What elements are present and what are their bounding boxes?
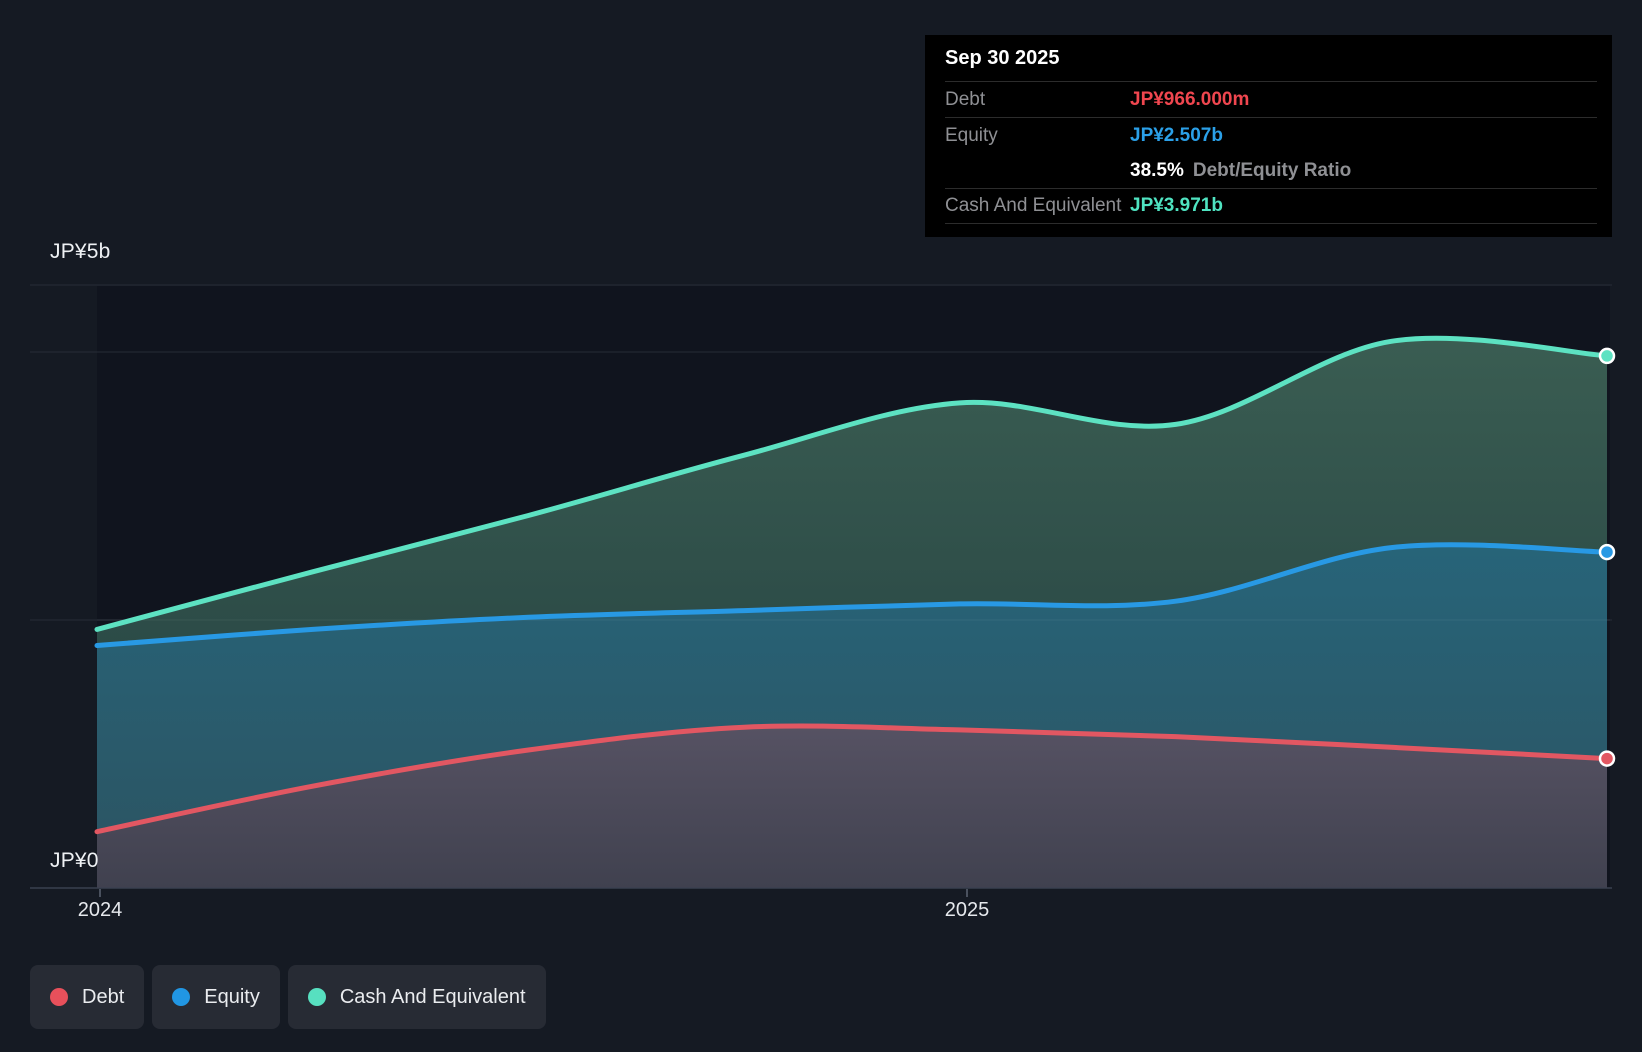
tooltip-cash-value: JP¥3.971b — [1130, 195, 1223, 216]
tooltip-ratio-label: Debt/Equity Ratio — [1192, 159, 1352, 181]
tooltip-debt-row: Debt JP¥966.000m — [945, 81, 1597, 117]
legend-item-debt[interactable]: Debt — [30, 965, 145, 1029]
cash-area-fill — [97, 338, 1607, 646]
equity-area-fill — [97, 544, 1607, 832]
cash-end-marker[interactable] — [1598, 347, 1616, 365]
tooltip-debt-value: JP¥966.000m — [1130, 88, 1250, 110]
tooltip-cash-row: Cash And Equivalent JP¥3.971b — [945, 188, 1597, 224]
y-axis-zero-label: JP¥0 — [50, 849, 99, 872]
cash-color-dot-icon — [307, 988, 326, 1006]
tooltip-ratio-row: 38.5% Debt/Equity Ratio — [945, 153, 1597, 188]
debt-line[interactable] — [94, 723, 1610, 835]
tooltip-equity-value: JP¥2.507b — [1130, 124, 1223, 146]
hover-tooltip: Sep 30 2025 Debt JP¥966.000m Equity JP¥2… — [925, 35, 1612, 237]
tooltip-equity-row: Equity JP¥2.507b — [945, 117, 1597, 153]
equity-color-dot-icon — [172, 988, 191, 1006]
legend-equity-label: Equity — [204, 985, 260, 1008]
legend: Debt Equity Cash And Equivalent — [30, 965, 546, 1029]
legend-cash-label: Cash And Equivalent — [339, 985, 526, 1008]
tooltip-cash-label: Cash And Equivalent — [945, 195, 1122, 216]
legend-item-equity[interactable]: Equity — [152, 965, 280, 1029]
equity-line[interactable] — [94, 542, 1610, 648]
legend-debt-label: Debt — [82, 985, 125, 1008]
tooltip-debt-label: Debt — [945, 88, 986, 110]
x-tick-2025: 2025 — [944, 899, 990, 921]
cash-line[interactable] — [94, 335, 1610, 632]
equity-end-marker[interactable] — [1598, 543, 1616, 561]
debt-color-dot-icon — [50, 988, 68, 1006]
debt-area-fill — [97, 726, 1607, 888]
legend-item-cash[interactable]: Cash And Equivalent — [287, 965, 546, 1029]
y-axis-top-label: JP¥5b — [50, 240, 111, 263]
tooltip-date: Sep 30 2025 — [945, 46, 1060, 69]
tooltip-equity-label: Equity — [945, 124, 998, 146]
x-tick-2024: 2024 — [77, 899, 123, 921]
tooltip-ratio-value: 38.5% — [1130, 159, 1184, 181]
debt-end-marker[interactable] — [1598, 750, 1616, 767]
